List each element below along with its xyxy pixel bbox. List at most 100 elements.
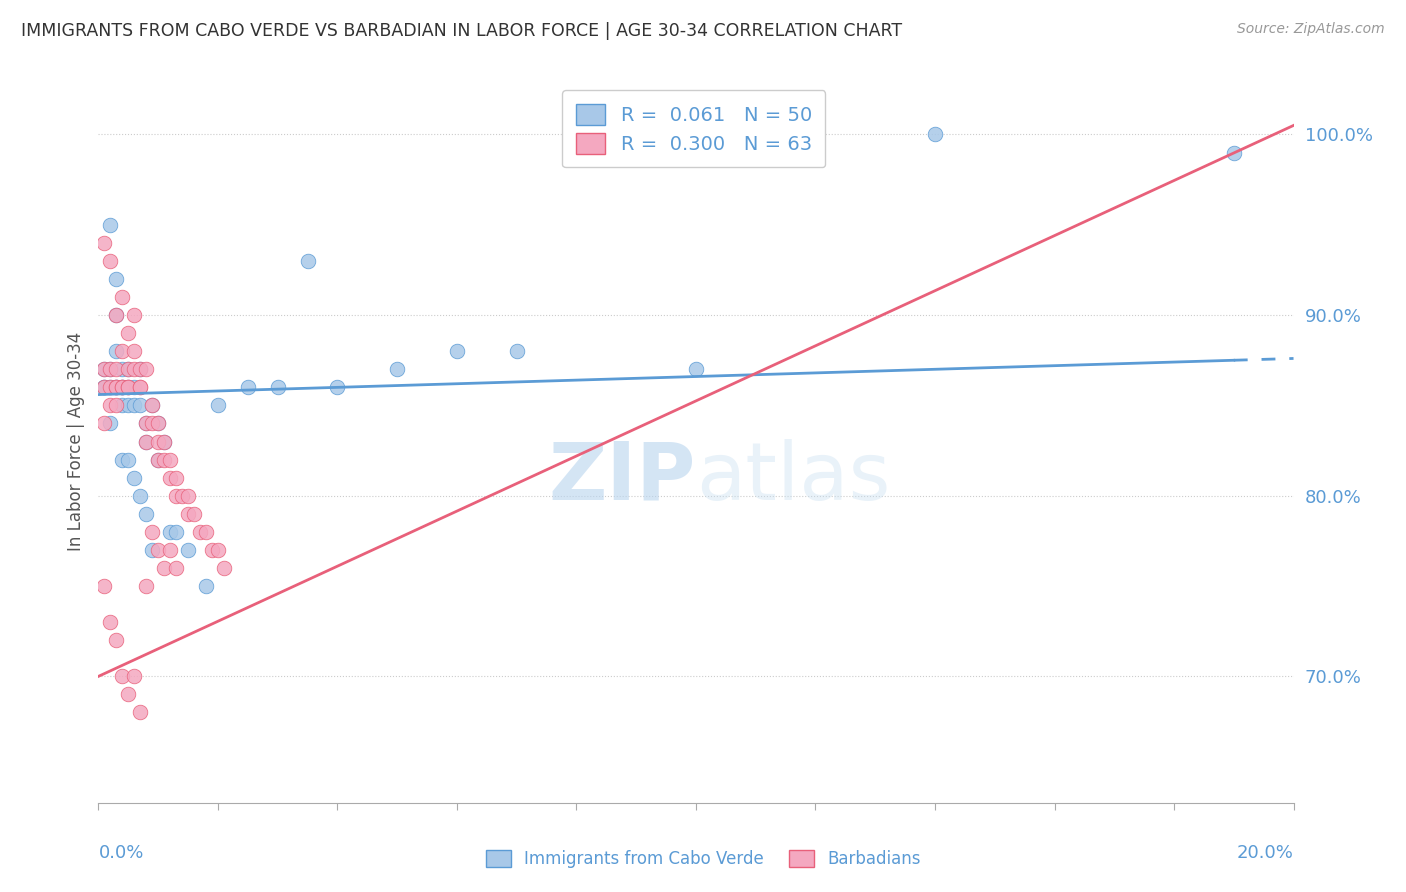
Point [124,308,146,322]
Point [117,398,139,412]
Point [165,524,187,539]
Point [201,542,224,557]
Point [105,380,128,394]
Point [105,398,128,412]
Point [93,380,115,394]
Point [105,272,128,286]
Point [111,380,134,394]
Point [111,362,134,376]
Point [297,253,319,268]
Point [105,308,128,322]
Point [148,542,170,557]
Point [159,452,181,467]
Point [135,434,157,449]
Point [105,344,128,359]
Point [111,380,134,394]
Point [117,380,139,394]
Point [141,524,163,539]
Point [111,290,134,304]
Point [93,380,115,394]
Point [153,434,176,449]
Y-axis label: In Labor Force | Age 30-34: In Labor Force | Age 30-34 [66,332,84,551]
Point [124,380,146,394]
Point [129,380,152,394]
Point [105,380,128,394]
Point [129,380,152,394]
Point [159,524,181,539]
Point [188,524,211,539]
Point [159,542,181,557]
Point [148,452,170,467]
Point [165,470,187,484]
Point [117,687,139,701]
Legend: Immigrants from Cabo Verde, Barbadians: Immigrants from Cabo Verde, Barbadians [479,843,927,875]
Legend: R =  0.061   N = 50, R =  0.300   N = 63: R = 0.061 N = 50, R = 0.300 N = 63 [562,90,825,168]
Point [117,380,139,394]
Point [111,452,134,467]
Point [98,380,122,394]
Point [93,579,115,593]
Point [685,362,707,376]
Point [98,615,122,629]
Point [105,380,128,394]
Point [195,579,218,593]
Point [111,344,134,359]
Point [124,669,146,683]
Point [111,669,134,683]
Text: IMMIGRANTS FROM CABO VERDE VS BARBADIAN IN LABOR FORCE | AGE 30-34 CORRELATION C: IMMIGRANTS FROM CABO VERDE VS BARBADIAN … [21,22,903,40]
Point [172,489,194,503]
Point [129,489,152,503]
Point [153,434,176,449]
Point [141,542,163,557]
Point [195,524,218,539]
Point [506,344,529,359]
Point [124,362,146,376]
Point [177,489,200,503]
Point [148,417,170,431]
Point [111,398,134,412]
Point [98,417,122,431]
Point [124,398,146,412]
Point [98,398,122,412]
Point [326,380,349,394]
Point [129,362,152,376]
Point [129,362,152,376]
Point [117,452,139,467]
Point [124,344,146,359]
Point [141,398,163,412]
Point [93,235,115,250]
Point [98,218,122,232]
Point [93,362,115,376]
Point [93,362,115,376]
Text: atlas: atlas [696,439,890,516]
Point [177,507,200,521]
Point [129,398,152,412]
Point [124,470,146,484]
Point [135,434,157,449]
Text: 0.0%: 0.0% [98,845,143,863]
Point [117,362,139,376]
Point [117,326,139,340]
Point [93,417,115,431]
Point [153,452,176,467]
Point [135,362,157,376]
Point [98,253,122,268]
Point [177,542,200,557]
Point [924,128,946,142]
Point [153,561,176,575]
Point [385,362,409,376]
Point [141,417,163,431]
Point [98,380,122,394]
Point [207,398,229,412]
Point [267,380,290,394]
Point [105,362,128,376]
Point [135,417,157,431]
Point [207,542,229,557]
Point [148,434,170,449]
Point [105,380,128,394]
Point [148,417,170,431]
Text: Source: ZipAtlas.com: Source: ZipAtlas.com [1237,22,1385,37]
Point [111,380,134,394]
Point [446,344,468,359]
Point [165,561,187,575]
